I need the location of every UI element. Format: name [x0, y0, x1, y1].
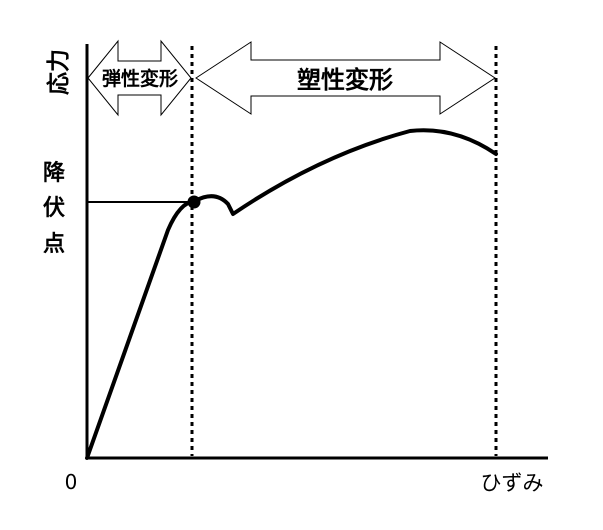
stress-strain-curve: [85, 128, 498, 460]
yield-point-label-char-2: 伏: [43, 195, 65, 221]
plastic-region-label: 塑性変形: [297, 66, 393, 94]
yield-point-label-char-1: 降: [43, 161, 66, 186]
elastic-region-label: 弾性変形: [102, 67, 178, 90]
yield-point-marker: [187, 195, 201, 209]
plastic-region-arrow: [195, 41, 496, 115]
x-axis-label: ひずみ: [481, 471, 544, 495]
y-axis-label: 応力: [45, 49, 72, 95]
origin-label: 0: [65, 470, 78, 494]
elastic-region-arrow: [87, 39, 192, 117]
yield-point-label-char-3: 点: [43, 231, 65, 257]
